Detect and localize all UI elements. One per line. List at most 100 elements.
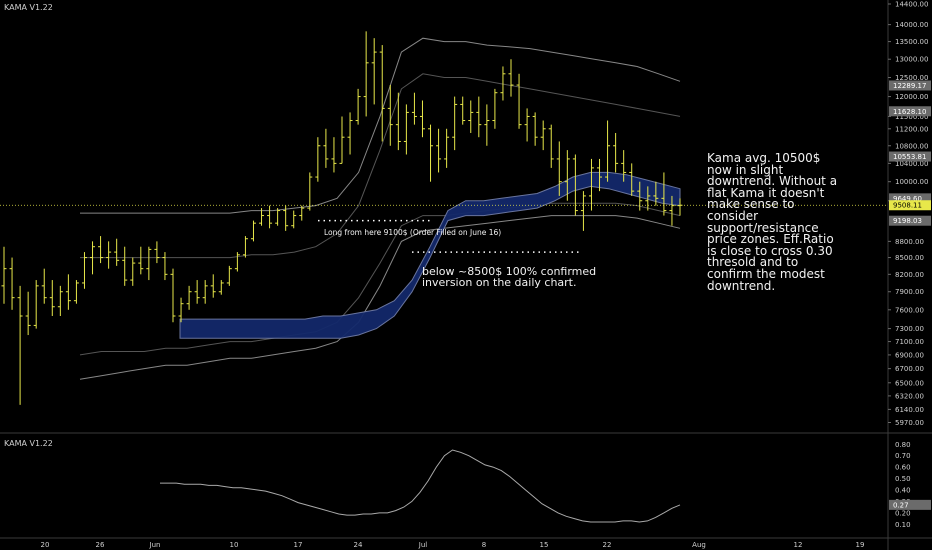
candle (162, 252, 168, 281)
x-tick-label: 12 (794, 541, 803, 549)
candle (629, 163, 635, 196)
candle (339, 116, 345, 164)
lower-y-tick-label: 0.80 (895, 441, 911, 449)
y-tick-label: 11200.00 (895, 125, 928, 133)
candle (9, 257, 15, 310)
price-tag-label: 9508.11 (893, 202, 922, 210)
y-tick-label: 13000.00 (895, 56, 928, 64)
candle (130, 257, 136, 286)
candle (492, 88, 498, 129)
price-tag: 11628.10 (889, 106, 931, 117)
inner-upper-band (80, 73, 681, 259)
candle (73, 280, 79, 304)
candle (138, 246, 144, 275)
envelope-bands (79, 37, 681, 380)
candle (1, 246, 7, 304)
candle (556, 141, 562, 196)
price-tag-label: 10553.81 (893, 153, 926, 161)
candle (315, 137, 321, 182)
candle (347, 112, 353, 155)
candle (90, 241, 96, 275)
candle (170, 268, 176, 323)
y-tick-label: 8800.00 (895, 238, 924, 246)
candle (218, 280, 224, 295)
y-tick-label: 5970.00 (895, 419, 924, 427)
price-tag: 9198.03 (889, 215, 931, 226)
price-axis: 14400.00 14000.00 13500.00 13000.00 12500.00… (888, 1, 928, 529)
candle (33, 280, 39, 329)
candle (460, 96, 466, 125)
x-tick-label: 22 (603, 541, 612, 549)
y-tick-label: 6320.00 (895, 392, 924, 400)
y-tick-label: 8500.00 (895, 254, 924, 262)
candle (355, 88, 361, 125)
lower-indicator-label[interactable]: KAMA V1.22 (4, 439, 53, 448)
y-tick-label: 7900.00 (895, 288, 924, 296)
candle (178, 297, 184, 323)
candle (307, 172, 313, 211)
price-tag-label: 11628.10 (893, 108, 926, 116)
y-tick-label: 7100.00 (895, 338, 924, 346)
candle (411, 92, 417, 125)
candle (146, 246, 152, 281)
price-tag-label: 9198.03 (893, 217, 922, 225)
y-tick-label: 10400.00 (895, 160, 928, 168)
candle (186, 285, 192, 310)
candle (419, 100, 425, 138)
lower-y-tick-label: 0.50 (895, 475, 911, 483)
price-tag-bg (889, 499, 931, 510)
y-tick-label: 14000.00 (895, 21, 928, 29)
y-tick-label: 11500.00 (895, 113, 928, 121)
candle (452, 96, 458, 151)
y-tick-label: 7300.00 (895, 325, 924, 333)
x-tick-label: 24 (354, 541, 363, 549)
candle (65, 274, 71, 310)
candlestick-series (1, 31, 683, 405)
y-tick-label: 8200.00 (895, 271, 924, 279)
candle (81, 252, 87, 289)
candle (194, 280, 200, 304)
candle (540, 120, 546, 151)
candle (234, 252, 240, 272)
candle (379, 45, 385, 142)
price-tag-bg (889, 193, 931, 204)
candle (597, 158, 603, 192)
candle (49, 280, 55, 316)
candle (605, 120, 611, 182)
efficiency-ratio-pane (160, 449, 681, 523)
lower-y-tick-label: 0.40 (895, 487, 911, 495)
candle (299, 205, 305, 221)
candle (436, 128, 442, 173)
time-axis: 20 26 Jun 10 17 24 Jul 8 15 22 Aug 12 19 (41, 541, 865, 549)
candle (508, 59, 514, 97)
candle (621, 150, 627, 182)
candle (242, 236, 248, 258)
price-tag: 9649.60 (889, 193, 931, 204)
inversion-annotation: below ~8500$ 100% confirmed inversion on… (422, 265, 597, 289)
main-indicator-label[interactable]: KAMA V1.22 (4, 3, 53, 12)
price-tag-bg (889, 215, 931, 226)
candle (250, 220, 256, 242)
y-tick-label: 6700.00 (895, 365, 924, 373)
candle (226, 265, 232, 286)
candle (17, 285, 23, 405)
x-tick-label: 17 (294, 541, 303, 549)
x-tick-label: Jul (418, 541, 428, 549)
long-entry-annotation: Long from here 9100$ (Order Filled on Ju… (324, 228, 502, 237)
candle (41, 268, 47, 304)
candle (428, 124, 434, 182)
candle (267, 205, 273, 229)
price-tag: 9508.11 (889, 200, 931, 211)
candle (323, 128, 329, 168)
candle (387, 85, 393, 146)
y-tick-label: 13500.00 (895, 38, 928, 46)
summary-annotation: Kama avg. 10500$ now in slight downtrend… (707, 151, 838, 293)
y-tick-label: 14400.00 (895, 1, 928, 9)
candle (371, 38, 377, 105)
outer-lower-band (79, 215, 681, 380)
candle (331, 137, 337, 173)
candle (661, 172, 667, 216)
y-tick-label: 10800.00 (895, 142, 928, 150)
price-tag-label: 9649.60 (893, 195, 922, 203)
